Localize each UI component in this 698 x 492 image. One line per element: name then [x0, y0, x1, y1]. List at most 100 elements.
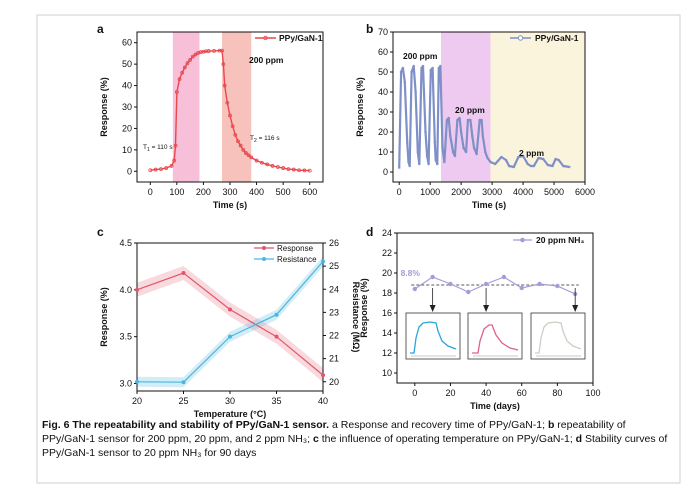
c-ytick-label: 3.5: [119, 332, 132, 342]
b-data-point: [420, 66, 423, 70]
c-response-point: [181, 270, 186, 275]
b-data-point: [480, 118, 483, 122]
d-inset-curve: [472, 324, 519, 354]
b-data-point: [517, 155, 520, 159]
b-annotation-200ppm: 200 ppm: [403, 51, 438, 61]
a-data-point: [225, 100, 230, 105]
d-inset-frame: [467, 312, 523, 360]
a-ytick-label: 50: [122, 59, 132, 69]
caption-title: Fig. 6 The repeatability and stability o…: [42, 419, 330, 431]
b-data-point: [546, 163, 550, 167]
b-data-point: [431, 66, 434, 70]
b-ytick-label: 50: [378, 67, 388, 77]
c-y2tick-label: 25: [329, 261, 339, 271]
b-data-point: [435, 162, 439, 166]
d-ytick-label: 18: [382, 288, 392, 298]
c-ytick-label: 3.0: [119, 379, 132, 389]
a-data-point: [236, 139, 240, 144]
b-data-point: [445, 118, 449, 122]
a-data-point: [233, 132, 238, 137]
b-data-point: [424, 130, 427, 134]
panel-label-c: c: [97, 225, 104, 239]
a-data-point: [244, 151, 248, 155]
a-data-point: [228, 113, 232, 118]
b-data-point: [443, 160, 446, 164]
d-xtick-label: 20: [445, 388, 455, 398]
a-ylabel: Response (%): [99, 77, 109, 137]
caption-label-d: d: [575, 433, 583, 445]
d-xlabel: Time (days): [470, 401, 520, 411]
d-data-point: [430, 274, 435, 280]
b-data-point: [410, 70, 413, 74]
caption-part-d: Stability curves of PPy/GaN-1 sensor to …: [42, 433, 668, 459]
d-data-point: [519, 285, 524, 291]
c-y2tick-label: 23: [329, 307, 339, 317]
d-ytick-label: 14: [382, 328, 392, 338]
c-y2label: Resistance (MΩ): [351, 282, 361, 353]
d-annotation-pct: 8.8%: [401, 268, 421, 278]
b-data-point: [475, 152, 478, 156]
b-data-point: [459, 130, 463, 134]
b-xlabel: Time (s): [472, 200, 506, 210]
c-xtick-label: 25: [178, 396, 188, 406]
c-resistance-point: [181, 380, 186, 385]
panel-label-a: a: [97, 22, 104, 36]
a-xtick-label: 500: [276, 187, 291, 197]
b-data-point: [407, 160, 410, 164]
b-data-point: [451, 150, 455, 154]
c-xlabel: Temperature (°C): [194, 409, 266, 419]
c-xtick-label: 30: [225, 396, 235, 406]
b-xtick-label: 6000: [575, 187, 595, 197]
a-shade-recovery: [222, 32, 252, 182]
c-ytick-label: 4.5: [119, 238, 132, 248]
a-data-point: [307, 168, 312, 173]
b-data-point: [529, 164, 533, 168]
b-data-point: [437, 66, 441, 70]
b-data-point: [412, 64, 416, 68]
c-y2tick-label: 21: [329, 354, 339, 364]
a-t1-value: = 110 s: [150, 144, 174, 151]
b-xtick-label: 5000: [544, 187, 564, 197]
a-data-point: [190, 54, 195, 59]
b-data-point: [469, 118, 472, 122]
b-data-point: [470, 134, 474, 138]
b-data-point: [433, 140, 437, 144]
a-xtick-label: 200: [196, 187, 211, 197]
a-data-point: [222, 83, 227, 88]
a-data-point: [302, 168, 307, 173]
a-data-point: [206, 49, 211, 53]
a-data-point: [159, 167, 163, 172]
c-response-point: [321, 373, 325, 378]
b-data-point: [532, 164, 536, 168]
b-data-point: [439, 64, 442, 68]
b-xtick-label: 2000: [451, 187, 471, 197]
a-legend-marker: [263, 35, 268, 41]
a-data-point: [291, 167, 296, 172]
b-data-point: [405, 140, 409, 144]
caption-part-c: the influence of operating temperature o…: [318, 433, 576, 445]
caption-part-a: a Response and recovery time of PPy/GaN-…: [329, 419, 548, 431]
b-legend-label: PPy/GaN-1: [535, 33, 579, 43]
d-series-line: [414, 276, 576, 295]
b-data-point: [562, 164, 565, 168]
c-resistance-point: [274, 312, 279, 317]
b-data-point: [456, 118, 459, 122]
b-plot-frame: [392, 31, 586, 183]
b-data-point: [481, 134, 485, 138]
b-data-point: [429, 68, 433, 72]
d-inset-frame: [405, 312, 461, 360]
b-ytick-label: 0: [383, 167, 388, 177]
a-annotation-t1: T1 = 110 s: [143, 144, 173, 153]
b-data-point: [427, 162, 430, 166]
b-xtick-label: 0: [397, 187, 402, 197]
b-ytick-label: 70: [378, 27, 388, 37]
b-data-point: [399, 70, 403, 74]
c-legend-resistance-label: Resistance: [277, 255, 317, 264]
a-data-point: [265, 162, 270, 167]
a-data-point: [188, 57, 193, 62]
d-ytick-label: 12: [382, 348, 392, 358]
d-xtick-label: 80: [552, 388, 562, 398]
c-xtick-label: 35: [271, 396, 281, 406]
d-inset-arrow-head: [483, 305, 490, 312]
d-data-point: [483, 281, 489, 287]
